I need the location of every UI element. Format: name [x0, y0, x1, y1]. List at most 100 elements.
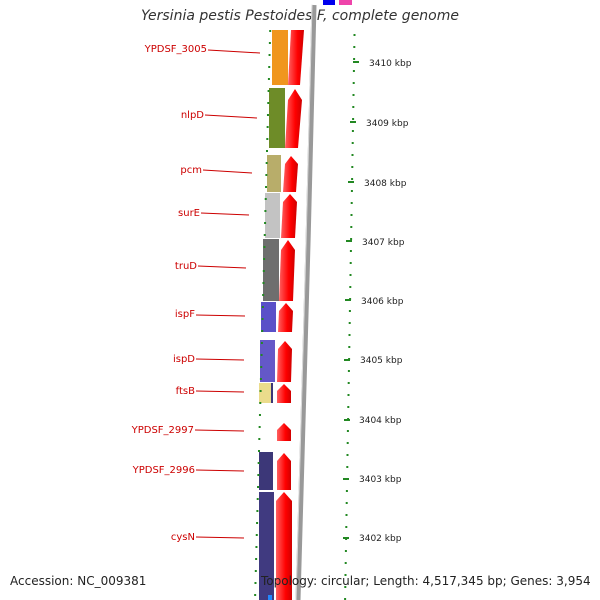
kbp-tick-marks	[344, 34, 356, 600]
gene-labels: YPDSF_3005 nlpD pcm surE truD ispF ispD …	[131, 44, 261, 543]
gene-label: truD	[175, 261, 197, 272]
gene-tick	[255, 558, 258, 560]
scale-tick	[351, 178, 354, 180]
gene-block-ypdsf2996	[259, 452, 291, 490]
gene-tick	[265, 174, 268, 176]
scale-tick	[346, 454, 349, 456]
scale-tick	[350, 190, 353, 192]
gene-tick	[267, 90, 270, 92]
scale-tick	[353, 34, 356, 36]
gene-tick	[255, 546, 258, 548]
kbp-label: 3403 kbp	[359, 475, 402, 485]
kbp-labels: 3410 kbp 3409 kbp 3408 kbp 3407 kbp 3406…	[343, 59, 412, 544]
gene-tick	[265, 162, 268, 164]
gene-label: ispF	[175, 309, 195, 320]
kbp-label: 3405 kbp	[360, 356, 403, 366]
scale-tick	[352, 94, 355, 96]
scale-tick	[352, 82, 355, 84]
gene-tick	[263, 234, 266, 236]
scale-tick	[345, 526, 348, 528]
scale-tick	[350, 226, 353, 228]
scale-tick	[348, 310, 351, 312]
scale-tick	[351, 154, 354, 156]
scale-tick	[348, 346, 351, 348]
scale-tick	[350, 214, 353, 216]
gene-tick	[254, 570, 257, 572]
genome-backbone-highlight	[295, 4, 313, 600]
gene-tick	[268, 66, 271, 68]
gene-block-sure	[265, 193, 297, 238]
scale-tick	[347, 406, 350, 408]
gene-label: YPDSF_3005	[144, 44, 207, 55]
gene-block-ftsb	[259, 383, 291, 403]
gene-tick	[268, 42, 271, 44]
scale-tick	[350, 202, 353, 204]
kbp-label: 3410 kbp	[369, 59, 412, 69]
gene-tick	[256, 522, 259, 524]
scale-tick	[348, 334, 351, 336]
gene-label: pcm	[180, 165, 202, 176]
scale-tick	[347, 370, 350, 372]
gene-label: YPDSF_2997	[131, 425, 194, 436]
gene-tick	[258, 450, 260, 452]
gene-label: ispD	[173, 354, 195, 365]
gene-tick	[258, 414, 261, 416]
scale-tick	[352, 70, 355, 72]
gene-block-pcm	[267, 155, 298, 192]
gene-tick	[266, 150, 268, 152]
scale-tick	[351, 130, 354, 132]
scale-tick	[346, 430, 349, 432]
gene-tick	[261, 318, 264, 320]
gene-block-nlpd	[269, 88, 302, 148]
scale-tick	[349, 274, 352, 276]
gene-tick	[263, 246, 266, 248]
gene-tick	[259, 390, 262, 392]
kbp-label: 3409 kbp	[366, 119, 409, 129]
kbp-label: 3406 kbp	[361, 297, 404, 307]
gene-tick	[267, 102, 270, 104]
gene-block-ypdsf2997	[277, 423, 291, 441]
gene-tick	[257, 486, 260, 488]
scale-tick	[348, 322, 351, 324]
gene-tick	[256, 498, 259, 500]
gene-tick	[258, 426, 261, 428]
kbp-label: 3404 kbp	[359, 416, 402, 426]
gene-tick	[260, 354, 263, 356]
gene-tick	[254, 582, 257, 584]
gene-label: surE	[178, 208, 200, 219]
topology-label: Topology: circular; Length: 4,517,345 bp…	[261, 574, 591, 588]
gene-tick	[260, 342, 263, 344]
top-feature-blue	[323, 0, 335, 5]
gene-block-trud	[263, 239, 295, 301]
gene-tick	[263, 258, 266, 260]
top-feature-pink	[339, 0, 352, 5]
gene-tick	[269, 30, 272, 32]
gene-tick	[266, 138, 269, 140]
gene-tick	[259, 402, 262, 404]
kbp-label: 3408 kbp	[364, 179, 407, 189]
kbp-label: 3407 kbp	[362, 238, 405, 248]
scale-tick	[345, 490, 348, 492]
gene-label: nlpD	[181, 110, 204, 121]
gene-tick	[260, 366, 263, 368]
scale-tick	[350, 238, 353, 240]
gene-label: YPDSF_2996	[132, 465, 195, 476]
gene-tick	[266, 126, 269, 128]
gene-tick	[258, 438, 261, 440]
gene-label: cysN	[171, 532, 195, 543]
scale-tick	[344, 562, 347, 564]
gene-tick	[261, 306, 264, 308]
gene-block-ispf	[261, 302, 293, 332]
gene-tick	[266, 114, 269, 116]
scale-tick	[353, 58, 356, 60]
gene-block-ypdsf3005	[272, 30, 304, 85]
gene-block-cysn	[259, 492, 292, 600]
gene-tick	[267, 78, 270, 80]
scale-tick	[352, 118, 355, 120]
genome-backbone	[295, 4, 317, 600]
gene-tick	[257, 474, 260, 476]
scale-tick	[345, 502, 348, 504]
gene-tick	[264, 198, 267, 200]
gene-tick	[265, 186, 268, 188]
